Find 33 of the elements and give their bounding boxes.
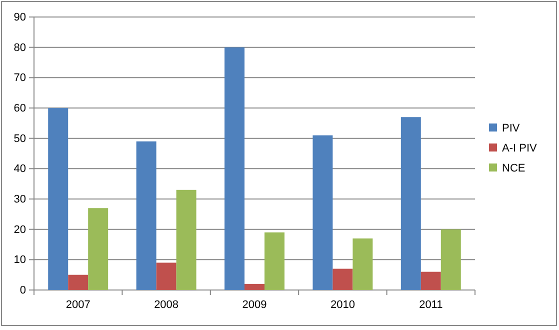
bar — [440, 229, 461, 290]
legend-label: NCE — [502, 162, 526, 174]
legend-label: A-I PIV — [502, 142, 538, 154]
bar — [244, 284, 264, 290]
bar — [176, 190, 196, 290]
y-tick-label: 40 — [14, 163, 26, 176]
bar — [264, 232, 284, 290]
y-tick-label: 0 — [20, 284, 26, 297]
bar — [156, 262, 176, 290]
bar — [136, 141, 156, 290]
bar — [420, 272, 441, 290]
legend-label: PIV — [502, 122, 520, 134]
bar — [352, 238, 373, 290]
y-tick-label: 20 — [14, 224, 26, 236]
y-tick-label: 70 — [14, 72, 26, 84]
x-tick-label: 2008 — [154, 298, 179, 311]
y-tick-label: 10 — [14, 254, 26, 266]
bar — [88, 208, 108, 290]
y-tick-label: 90 — [14, 12, 26, 24]
bar — [312, 135, 333, 290]
y-tick-label: 50 — [14, 132, 26, 145]
x-tick-label: 2009 — [242, 298, 267, 311]
x-tick-label: 2007 — [66, 298, 90, 311]
bar — [224, 47, 245, 290]
y-tick-label: 60 — [14, 102, 26, 115]
y-tick-label: 30 — [14, 194, 26, 206]
x-tick-label: 2010 — [330, 298, 355, 311]
x-tick-label: 2011 — [419, 298, 443, 311]
bar — [332, 268, 353, 290]
bar — [48, 108, 68, 290]
bar — [400, 117, 421, 290]
y-tick-label: 80 — [14, 42, 26, 54]
bar — [68, 274, 88, 290]
